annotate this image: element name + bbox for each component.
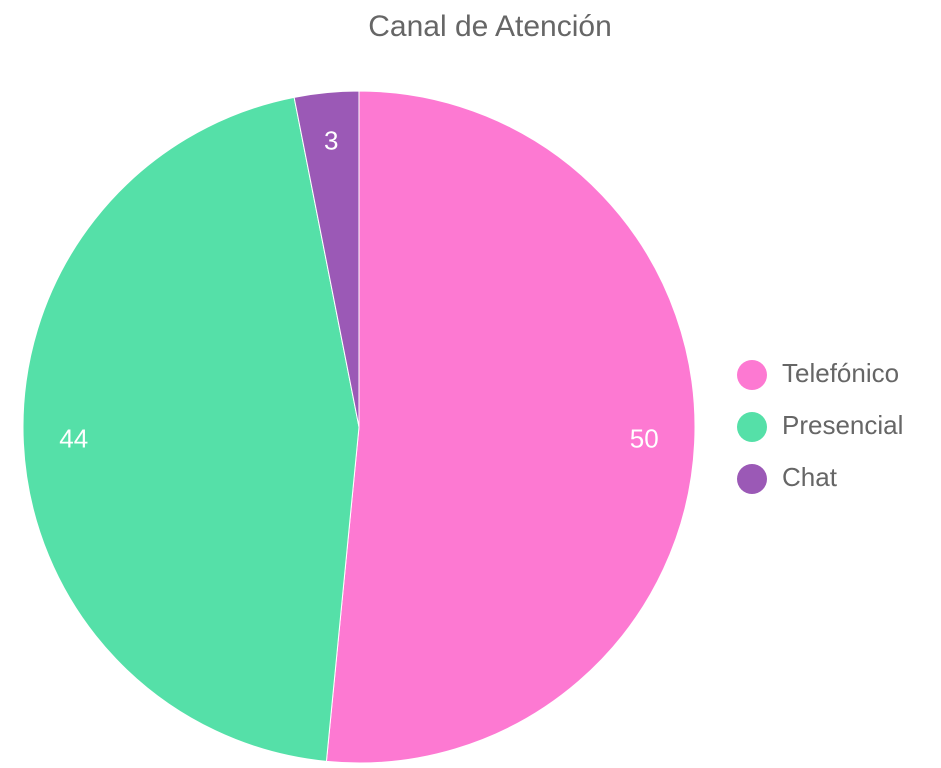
legend-swatch	[737, 412, 767, 442]
pie-slice	[325, 90, 696, 764]
legend-swatch	[737, 360, 767, 390]
legend-label: Telefónico	[782, 358, 899, 388]
legend-swatch	[737, 464, 767, 494]
legend-label: Chat	[782, 462, 838, 492]
slice-label: 3	[324, 126, 338, 156]
pie-slice	[293, 90, 360, 428]
legend-label: Presencial	[782, 410, 903, 440]
slice-label: 50	[630, 424, 659, 454]
slice-label: 44	[59, 424, 88, 454]
pie-slice	[22, 96, 360, 762]
chart-title: Canal de Atención	[368, 10, 612, 43]
